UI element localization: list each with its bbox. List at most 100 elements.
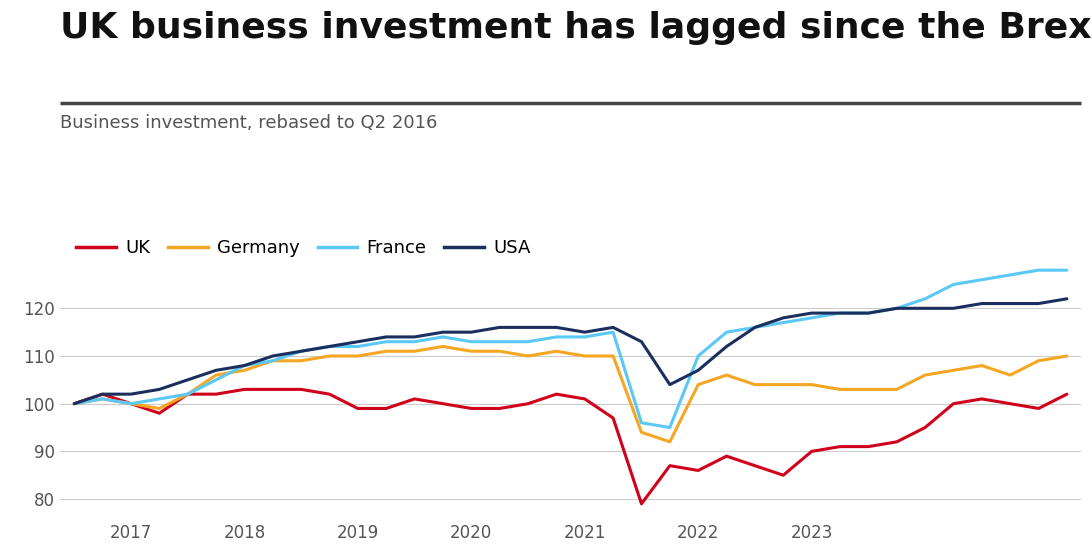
France	[748, 324, 761, 331]
Line: Germany: Germany	[74, 347, 1067, 442]
France	[153, 396, 166, 402]
UK	[181, 391, 194, 397]
Germany	[550, 348, 563, 354]
UK	[833, 443, 846, 450]
USA	[323, 343, 336, 350]
UK	[550, 391, 563, 397]
Germany	[691, 381, 704, 388]
Germany	[124, 400, 138, 407]
Germany	[720, 372, 733, 378]
Germany	[1060, 353, 1073, 359]
Germany	[465, 348, 478, 354]
UK	[862, 443, 875, 450]
Germany	[805, 381, 818, 388]
Germany	[153, 405, 166, 412]
France	[1032, 267, 1045, 273]
Germany	[68, 400, 81, 407]
Legend: UK, Germany, France, USA: UK, Germany, France, USA	[69, 232, 538, 264]
Line: USA: USA	[74, 299, 1067, 403]
USA	[437, 329, 450, 335]
USA	[663, 381, 676, 388]
France	[947, 281, 960, 288]
USA	[210, 367, 223, 374]
France	[720, 329, 733, 335]
Germany	[323, 353, 336, 359]
Germany	[833, 386, 846, 393]
Germany	[1032, 358, 1045, 364]
USA	[947, 305, 960, 312]
USA	[522, 324, 535, 331]
France	[606, 329, 619, 335]
France	[1060, 267, 1073, 273]
Germany	[1004, 372, 1017, 378]
UK	[522, 400, 535, 407]
UK	[210, 391, 223, 397]
France	[238, 362, 251, 369]
UK	[975, 396, 988, 402]
UK	[805, 448, 818, 455]
Germany	[862, 386, 875, 393]
USA	[352, 338, 365, 345]
Germany	[634, 429, 648, 436]
France	[918, 295, 931, 302]
USA	[266, 353, 280, 359]
USA	[1032, 300, 1045, 307]
USA	[380, 334, 393, 340]
Germany	[380, 348, 393, 354]
USA	[918, 305, 931, 312]
Germany	[210, 372, 223, 378]
UK	[1004, 400, 1017, 407]
France	[266, 358, 280, 364]
UK	[720, 453, 733, 459]
Germany	[578, 353, 591, 359]
Germany	[238, 367, 251, 374]
UK	[663, 463, 676, 469]
France	[295, 348, 308, 354]
USA	[465, 329, 478, 335]
UK	[578, 396, 591, 402]
Text: Business investment, rebased to Q2 2016: Business investment, rebased to Q2 2016	[60, 114, 438, 132]
UK	[266, 386, 280, 393]
UK	[124, 400, 138, 407]
Germany	[975, 362, 988, 369]
Line: France: France	[74, 270, 1067, 427]
USA	[691, 367, 704, 374]
France	[124, 400, 138, 407]
USA	[1004, 300, 1017, 307]
Germany	[295, 358, 308, 364]
USA	[890, 305, 903, 312]
France	[352, 343, 365, 350]
UK	[465, 405, 478, 412]
Germany	[522, 353, 535, 359]
USA	[68, 400, 81, 407]
France	[437, 334, 450, 340]
Germany	[947, 367, 960, 374]
USA	[975, 300, 988, 307]
USA	[748, 324, 761, 331]
France	[68, 400, 81, 407]
UK	[68, 400, 81, 407]
UK	[748, 463, 761, 469]
UK	[323, 391, 336, 397]
France	[408, 338, 422, 345]
France	[634, 420, 648, 426]
UK	[153, 410, 166, 417]
Germany	[352, 353, 365, 359]
USA	[606, 324, 619, 331]
Germany	[437, 343, 450, 350]
USA	[238, 362, 251, 369]
Germany	[606, 353, 619, 359]
USA	[578, 329, 591, 335]
France	[890, 305, 903, 312]
USA	[181, 377, 194, 383]
Germany	[776, 381, 790, 388]
Germany	[266, 358, 280, 364]
UK	[96, 391, 109, 397]
UK	[918, 424, 931, 431]
France	[1004, 272, 1017, 278]
France	[862, 310, 875, 316]
Germany	[663, 439, 676, 445]
France	[805, 315, 818, 321]
USA	[153, 386, 166, 393]
Germany	[918, 372, 931, 378]
